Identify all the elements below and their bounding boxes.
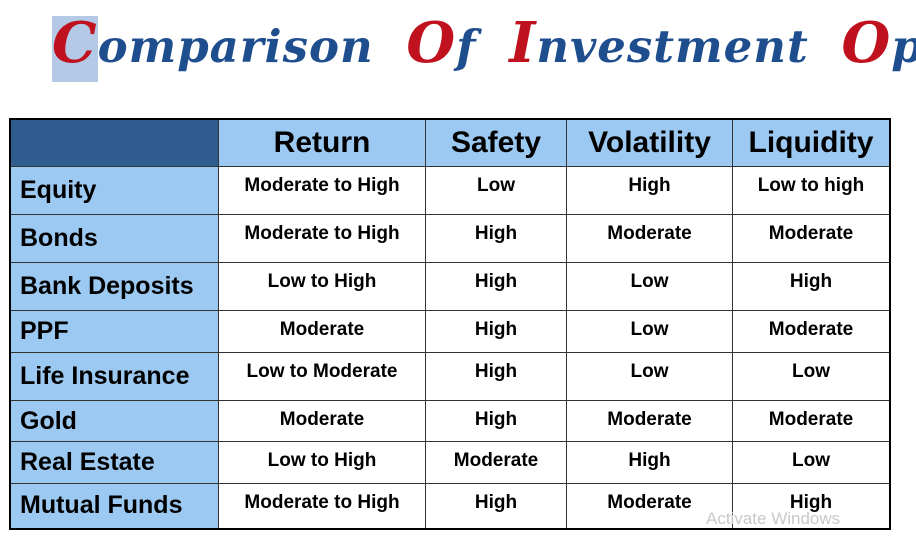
table-cell: Moderate to High [218,214,426,263]
header-row: Return Safety Volatility Liquidity [9,118,891,167]
row-header: Real Estate [9,441,219,484]
title-word-1: Comparison [52,10,374,76]
table-cell: High [732,262,891,311]
table-cell: Moderate [218,400,426,442]
column-header-return: Return [218,118,426,167]
table-cell: Low [732,352,891,401]
table-cell: Low to high [732,166,891,215]
row-header: Mutual Funds [9,483,219,529]
table-cell: Moderate [425,441,567,484]
table-cell: High [425,400,567,442]
table-cell: Moderate to High [218,166,426,215]
table-cell: Low to High [218,441,426,484]
table-cell: Moderate [732,400,891,442]
table-row: Real Estate Low to High Moderate High Lo… [9,441,891,484]
column-header-safety: Safety [425,118,567,167]
corner-cell [9,118,219,167]
table-cell: Low to High [218,262,426,311]
table-row: Equity Moderate to High Low High Low to … [9,166,891,215]
page-title: Comparison Of Investment Options [52,8,916,82]
table-cell: Moderate to High [218,483,426,529]
selection-highlight [52,16,98,82]
comparison-table: Return Safety Volatility Liquidity Equit… [9,118,891,530]
table-cell: Moderate [218,310,426,353]
table-cell: Low [425,166,567,215]
table-cell: Moderate [566,214,733,263]
table-cell: Low [566,352,733,401]
table-cell: Low [566,310,733,353]
table-row: Bank Deposits Low to High High Low High [9,262,891,311]
table-cell: Low [566,262,733,311]
row-header: Gold [9,400,219,442]
table-cell: Low [732,441,891,484]
table-cell: High [425,214,567,263]
table-cell: Moderate [566,483,733,529]
column-header-volatility: Volatility [566,118,733,167]
title-word-2: Of [406,10,477,76]
table-cell: High [425,483,567,529]
row-header: Bonds [9,214,219,263]
table-row: Gold Moderate High Moderate Moderate [9,400,891,442]
table-cell: High [566,166,733,215]
table-cell: High [425,262,567,311]
row-header: Equity [9,166,219,215]
row-header: Life Insurance [9,352,219,401]
table-cell: Low to Moderate [218,352,426,401]
table-cell: High [732,483,891,529]
table-row: Bonds Moderate to High High Moderate Mod… [9,214,891,263]
table-cell: Moderate [566,400,733,442]
row-header: Bank Deposits [9,262,219,311]
table-cell: Moderate [732,214,891,263]
column-header-liquidity: Liquidity [732,118,891,167]
title-word-4: Options [841,10,916,76]
table-cell: High [425,352,567,401]
table-row: PPF Moderate High Low Moderate [9,310,891,353]
title-word-3: Investment [509,10,809,76]
windows-activation-watermark: Activate Windows [706,509,841,528]
table-cell: High [425,310,567,353]
table-row: Life Insurance Low to Moderate High Low … [9,352,891,401]
table-cell: High [566,441,733,484]
row-header: PPF [9,310,219,353]
table-cell: Moderate [732,310,891,353]
table-row: Mutual Funds Moderate to High High Moder… [9,483,891,529]
